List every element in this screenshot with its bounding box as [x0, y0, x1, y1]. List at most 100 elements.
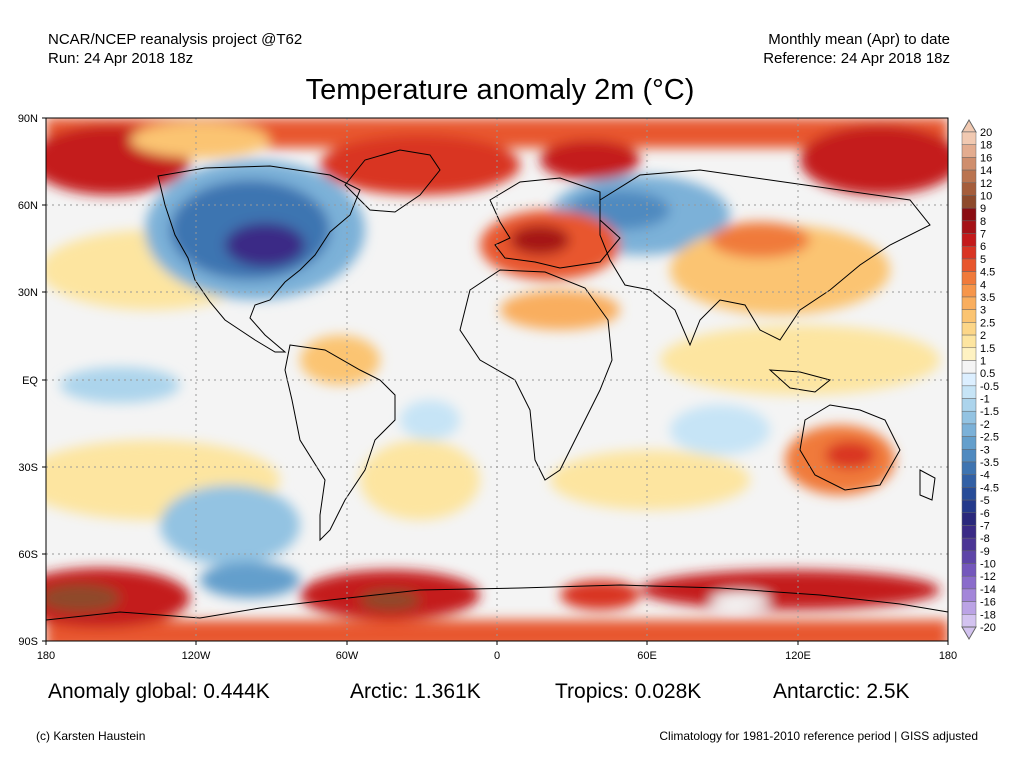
antarctic-stat: Antarctic: 2.5K: [773, 680, 910, 703]
tropics-stat: Tropics: 0.028K: [555, 680, 702, 703]
colorbar-segment: [961, 131, 977, 145]
colorbar-segment: [961, 182, 977, 196]
climatology-note: Climatology for 1981-2010 reference peri…: [659, 729, 978, 743]
colorbar-segment: [961, 423, 977, 437]
colorbar-label: 7: [980, 229, 986, 241]
colorbar-segment: [961, 296, 977, 310]
colorbar-label: -7: [980, 520, 990, 532]
lon-tick-120w: 120W: [182, 650, 211, 662]
colorbar-segment: [961, 499, 977, 514]
colorbar-label: 2.5: [980, 317, 995, 329]
lat-tick-60s: 60S: [18, 549, 38, 561]
colorbar: 201816141210987654.543.532.521.510.5-0.5…: [961, 119, 999, 640]
colorbar-segment: [961, 614, 977, 628]
coastlines: [45, 149, 949, 621]
colorbar-label: 20: [980, 127, 992, 139]
axis-ticks: [42, 117, 949, 645]
colorbar-label: 16: [980, 152, 992, 164]
header-left: NCAR/NCEP reanalysis project @T62 Run: 2…: [48, 30, 302, 68]
colorbar-label: -14: [980, 584, 996, 596]
run-label: Run: 24 Apr 2018 18z: [48, 50, 194, 67]
global-anomaly-stat: Anomaly global: 0.444K: [48, 680, 270, 703]
colorbar-segment: [961, 512, 977, 526]
colorbar-label: 1.5: [980, 343, 995, 355]
arctic-stat: Arctic: 1.361K: [350, 680, 481, 703]
colorbar-label: -1.5: [980, 406, 999, 418]
colorbar-segment: [961, 461, 977, 475]
period-label: Monthly mean (Apr) to date: [768, 31, 950, 48]
colorbar-segment: [961, 550, 977, 564]
colorbar-segment: [961, 245, 977, 260]
colorbar-label: 4: [980, 279, 986, 291]
map-title: Temperature anomaly 2m (°C): [305, 74, 695, 106]
colorbar-label: 6: [980, 241, 986, 253]
lon-tick-0: 0: [494, 650, 500, 662]
lon-tick-180w: 180: [37, 650, 55, 662]
lat-tick-90s: 90S: [18, 636, 38, 648]
colorbar-label: 18: [980, 140, 992, 152]
colorbar-label: -9: [980, 546, 990, 558]
anomaly-field: [46, 118, 948, 641]
colorbar-label: -16: [980, 597, 996, 609]
colorbar-segment: [961, 347, 977, 361]
colorbar-segment: [961, 563, 977, 577]
colorbar-label: 5: [980, 254, 986, 266]
colorbar-label: 2: [980, 330, 986, 342]
colorbar-segment: [961, 207, 977, 222]
lat-tick-90n: 90N: [18, 113, 38, 125]
colorbar-label: 1: [980, 355, 986, 367]
colorbar-label: -20: [980, 622, 996, 634]
colorbar-segment: [961, 144, 977, 158]
lon-tick-60w: 60W: [336, 650, 359, 662]
colorbar-segment: [961, 195, 977, 209]
colorbar-segment: [961, 271, 977, 285]
header-right: Monthly mean (Apr) to date Reference: 24…: [763, 30, 950, 68]
colorbar-label: 8: [980, 216, 986, 228]
colorbar-segment: [961, 157, 977, 171]
project-label: NCAR/NCEP reanalysis project @T62: [48, 31, 303, 48]
colorbar-label: 0.5: [980, 368, 995, 380]
colorbar-label: 3.5: [980, 292, 995, 304]
lat-tick-eq: EQ: [22, 375, 38, 387]
colorbar-label: 10: [980, 190, 992, 202]
lat-tick-60n: 60N: [18, 200, 38, 212]
colorbar-label: -8: [980, 533, 990, 545]
colorbar-segment: [961, 258, 977, 272]
lon-tick-180e: 180: [939, 650, 957, 662]
colorbar-label: 3: [980, 305, 986, 317]
colorbar-segment: [961, 436, 977, 450]
colorbar-segment: [961, 220, 977, 234]
reference-label: Reference: 24 Apr 2018 18z: [763, 50, 950, 67]
colorbar-segment: [961, 588, 977, 602]
lat-tick-30n: 30N: [18, 287, 38, 299]
colorbar-segment: [961, 525, 977, 539]
colorbar-segment: [961, 322, 977, 336]
copyright-note: (c) Karsten Haustein: [36, 729, 146, 743]
colorbar-label: 4.5: [980, 267, 995, 279]
colorbar-label: 9: [980, 203, 986, 215]
colorbar-label: -10: [980, 559, 996, 571]
graticule: [46, 118, 948, 641]
colorbar-label: -18: [980, 609, 996, 621]
lon-tick-120e: 120E: [785, 650, 811, 662]
colorbar-segment: [961, 601, 977, 615]
colorbar-segment: [961, 487, 977, 501]
colorbar-label: -4: [980, 470, 990, 482]
colorbar-label: 14: [980, 165, 992, 177]
colorbar-segment: [961, 449, 977, 463]
colorbar-segment: [961, 284, 977, 298]
colorbar-segment: [961, 537, 977, 552]
colorbar-segment: [961, 233, 977, 247]
colorbar-segment: [961, 398, 977, 412]
colorbar-segment: [961, 410, 977, 425]
colorbar-label: -2: [980, 419, 990, 431]
colorbar-bottom-arrow: [961, 626, 977, 640]
colorbar-segment: [961, 372, 977, 387]
colorbar-segment: [961, 575, 977, 590]
colorbar-label: -3.5: [980, 457, 999, 469]
colorbar-label: -12: [980, 571, 996, 583]
colorbar-segment: [961, 169, 977, 184]
colorbar-label: -5: [980, 495, 990, 507]
colorbar-segment: [961, 385, 977, 399]
colorbar-segment: [961, 360, 977, 374]
